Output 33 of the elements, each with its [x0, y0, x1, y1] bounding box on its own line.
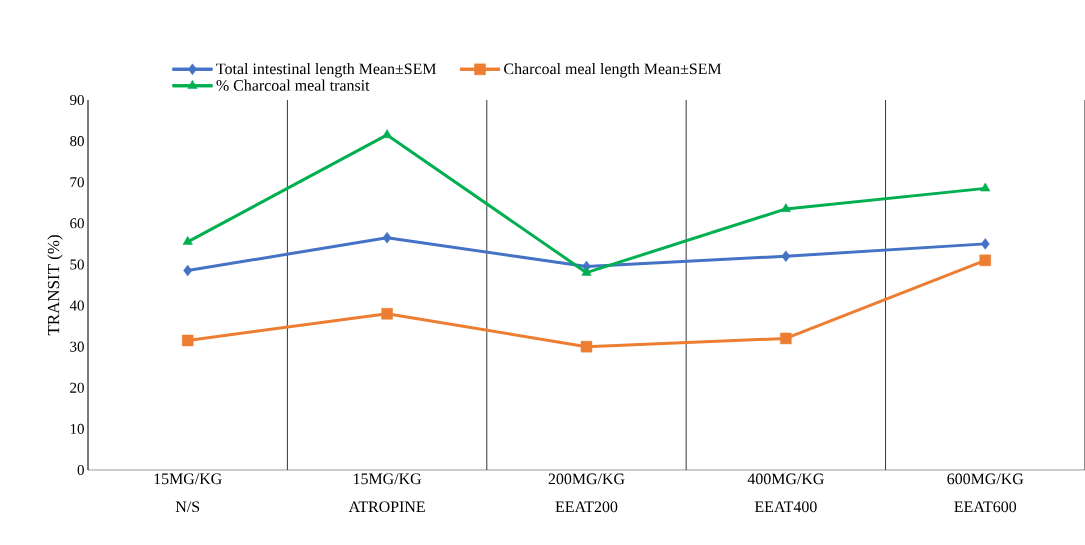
point — [182, 236, 193, 245]
legend-label: Charcoal meal length Mean±SEM — [504, 63, 722, 78]
y-tick-label: 0 — [77, 464, 84, 476]
point — [382, 231, 392, 244]
y-axis-title: TRANSIT (%) — [47, 235, 63, 336]
point — [780, 203, 791, 212]
legend-label: Total intestinal length Mean±SEM — [216, 63, 437, 78]
y-tick-label: 80 — [70, 136, 84, 147]
point — [980, 238, 990, 250]
point — [581, 266, 592, 276]
x-tick-label: 15MG/KG N/S — [154, 473, 222, 513]
y-tick-label: 20 — [70, 382, 84, 393]
x-tick-label: 600MG/KG EEAT600 — [947, 473, 1024, 513]
point — [580, 340, 593, 353]
x-tick-label: 200MG/KG EEAT200 — [548, 473, 625, 513]
point — [780, 332, 792, 345]
y-tick-label: 30 — [70, 341, 84, 352]
y-tick-label: 60 — [70, 218, 84, 229]
point — [183, 264, 193, 277]
x-tick-label: 400MG/KG EEAT400 — [747, 473, 824, 513]
point — [381, 308, 393, 320]
y-tick-label: 40 — [69, 300, 84, 311]
x-tick-label: 15MG/KG ATROPINE — [348, 473, 425, 513]
y-tick-label: 10 — [70, 423, 84, 434]
y-tick-label: 90 — [70, 94, 84, 106]
legend-label: % Charcoal meal transit — [216, 79, 370, 91]
point — [979, 254, 991, 267]
y-tick-label: 70 — [70, 177, 84, 188]
point — [781, 250, 791, 262]
point — [382, 129, 393, 138]
point — [980, 182, 991, 192]
y-tick-label: 50 — [70, 259, 84, 270]
point — [181, 334, 194, 347]
